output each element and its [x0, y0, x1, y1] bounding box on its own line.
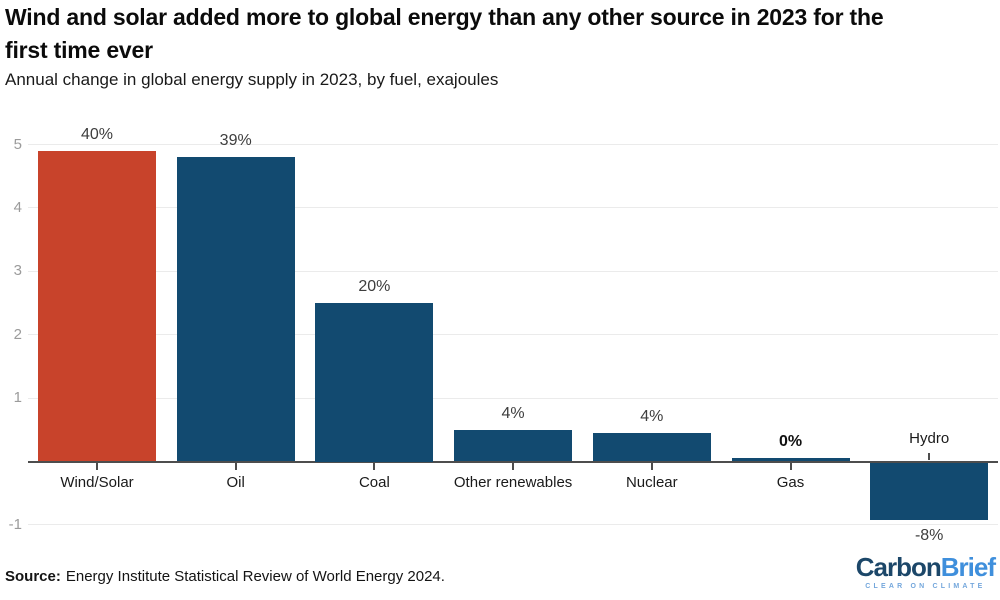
gridline [28, 524, 998, 526]
logo-word-carbon: Carbon [855, 552, 942, 582]
value-label-other-renewables: 4% [501, 404, 525, 422]
source-label: Source: [5, 568, 61, 585]
chart-subtitle: Annual change in global energy supply in… [5, 70, 499, 89]
gridline [28, 270, 998, 272]
category-tick-coal [373, 463, 376, 470]
value-label-nuclear: 4% [640, 407, 664, 425]
gridline [28, 207, 998, 209]
chart-title: Wind and solar added more to global ener… [5, 1, 997, 67]
y-axis-tick-label: 3 [13, 262, 22, 280]
y-axis-tick-label: 4 [13, 198, 22, 216]
gridline [28, 334, 998, 336]
y-axis-tick-label: 5 [13, 135, 22, 153]
bar-nuclear [592, 432, 711, 462]
y-axis-tick-label: 2 [13, 325, 22, 343]
value-label-wind-solar: 40% [80, 125, 114, 143]
category-tick-gas [789, 463, 792, 470]
value-label-hydro: -8% [914, 526, 944, 544]
chart-title-line2: first time ever [5, 37, 153, 63]
category-label-other-renewables: Other renewables [453, 474, 573, 491]
bar-oil [176, 157, 295, 462]
bar-hydro [870, 462, 989, 520]
source-text: Energy Institute Statistical Review of W… [65, 568, 445, 585]
value-label-gas: 0% [778, 432, 803, 450]
y-axis-tick-label: 1 [13, 389, 22, 407]
bar-gas [731, 457, 850, 462]
category-label-coal: Coal [358, 474, 390, 491]
chart-title-line1: Wind and solar added more to global ener… [5, 4, 884, 30]
bar-wind-solar [38, 150, 156, 462]
x-axis-line [28, 460, 998, 463]
y-axis-tick-label: -1 [8, 515, 22, 533]
category-label-nuclear: Nuclear [625, 474, 678, 491]
carbonbrief-logo: CarbonBrief CLEAR ON CLIMATE [855, 552, 996, 590]
value-label-oil: 39% [219, 132, 252, 150]
gridline [28, 144, 998, 145]
category-label-gas: Gas [776, 474, 805, 491]
category-tick-hydro [928, 453, 931, 460]
gridline [28, 397, 998, 399]
logo-word-brief: Brief [940, 552, 996, 582]
bar-other-renewables [454, 429, 573, 462]
category-tick-oil [234, 463, 237, 470]
logo-tagline: CLEAR ON CLIMATE [865, 583, 986, 590]
source-note: Source: Energy Institute Statistical Revi… [5, 568, 445, 585]
carbonbrief-wordmark: CarbonBrief [855, 552, 996, 582]
category-label-wind-solar: Wind/Solar [60, 474, 134, 491]
value-label-coal: 20% [358, 278, 391, 295]
category-label-oil: Oil [226, 474, 245, 491]
category-tick-wind-solar [96, 463, 98, 470]
bar-coal [315, 303, 434, 462]
category-tick-other-renewables [512, 463, 515, 470]
category-label-hydro: Hydro [909, 430, 950, 447]
category-tick-nuclear [650, 463, 653, 470]
